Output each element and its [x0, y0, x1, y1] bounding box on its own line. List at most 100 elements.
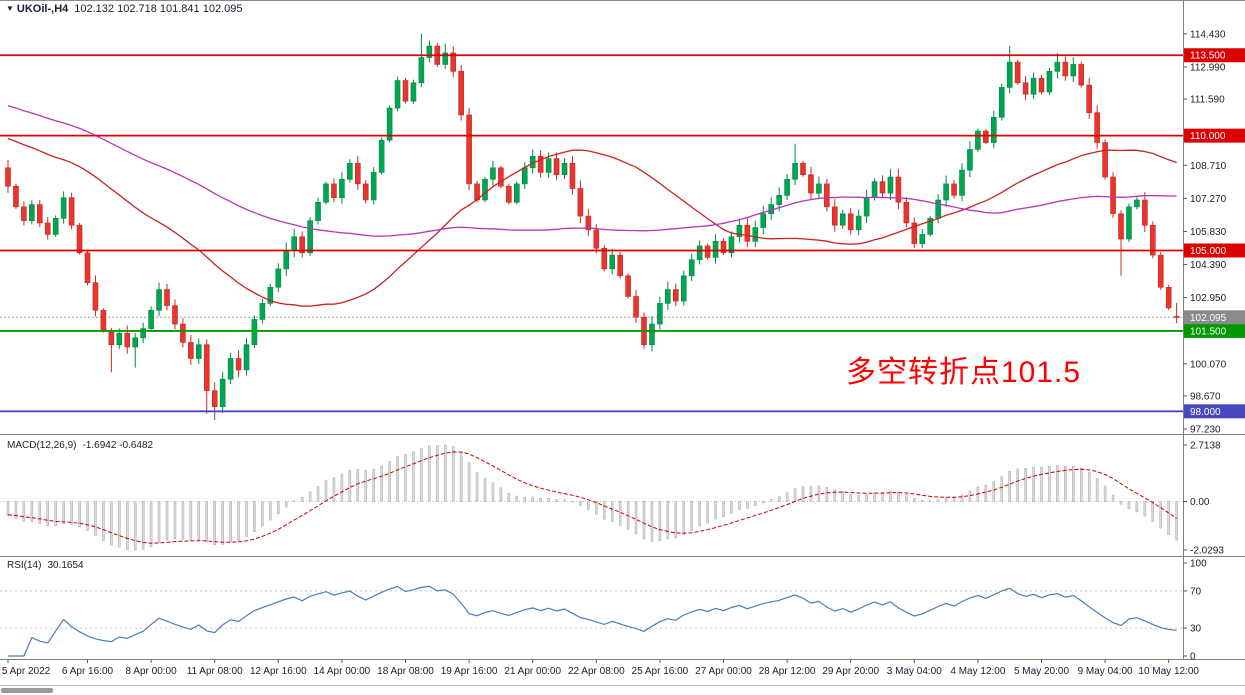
candle-body	[402, 80, 409, 102]
candle-body	[196, 344, 202, 359]
candle-body	[712, 241, 719, 258]
time-axis-label: 25 Apr 16:00	[632, 666, 689, 677]
macd-axis[interactable]: 2.7138 0.00 -2.0293	[1183, 441, 1224, 557]
candle-body	[792, 162, 798, 180]
candle-body	[887, 176, 894, 194]
candle-body	[315, 201, 321, 221]
price-badge	[1184, 48, 1245, 63]
candle-body	[394, 80, 401, 109]
candle-body	[243, 344, 250, 371]
candle-body	[537, 156, 544, 173]
candle-body	[490, 167, 496, 180]
candle-body	[871, 181, 878, 198]
macd-histogram	[6, 444, 1178, 551]
candle-body	[21, 206, 27, 221]
candle-body	[688, 259, 695, 277]
candle-body	[824, 183, 830, 208]
time-axis-label: 5 Apr 2022	[2, 666, 51, 677]
time-axis-label: 19 Apr 16:00	[441, 666, 498, 677]
candle-body	[577, 188, 584, 217]
price-badge-label: 105.000	[1190, 246, 1227, 257]
candle-body	[951, 183, 957, 196]
time-axis-label: 18 Apr 08:00	[377, 666, 434, 677]
candle-body	[633, 296, 639, 318]
collapse-chart-icon[interactable]: ▼	[6, 4, 14, 13]
scrollbar-thumb[interactable]	[1, 688, 53, 693]
price-badge-label: 102.095	[1190, 313, 1227, 324]
price-badge	[1184, 404, 1245, 419]
candle-body	[211, 390, 218, 408]
candles-layer[interactable]	[5, 33, 1180, 421]
candle-body	[800, 162, 806, 176]
candle-body	[680, 275, 687, 302]
candle-body	[68, 197, 75, 226]
candle-body	[1094, 112, 1100, 143]
rsi-axis-label: 0	[1190, 652, 1196, 663]
price-badge-label: 98.000	[1190, 407, 1221, 418]
time-axis-label: 28 Apr 12:00	[759, 666, 816, 677]
price-axis-label: 105.830	[1190, 227, 1227, 238]
candle-body	[1054, 61, 1061, 72]
candle-body	[267, 286, 274, 304]
time-axis-label: 14 Apr 00:00	[314, 666, 371, 677]
price-axis[interactable]: 114.430 112.990 111.590 108.710 107.270 105.8…	[1183, 29, 1245, 436]
time-axis[interactable]: 5 Apr 2022 6 Apr 16:00 8 Apr 00:00 11 Apr 0…	[2, 660, 1200, 677]
macd-axis-label: 0.00	[1190, 497, 1210, 508]
candle-body	[704, 245, 711, 258]
ma-slow-line[interactable]	[7, 104, 1177, 237]
price-badge-label: 113.500	[1190, 51, 1226, 62]
candle-body	[180, 323, 186, 343]
candle-body	[967, 149, 973, 171]
candle-body	[903, 201, 910, 224]
price-axis-label: 108.710	[1190, 161, 1227, 172]
time-axis-label: 12 Apr 16:00	[250, 666, 307, 677]
candle-body	[1110, 176, 1116, 215]
candle-body	[140, 328, 146, 339]
candle-body	[855, 215, 862, 231]
rsi-line	[8, 585, 1177, 657]
candle-body	[1030, 77, 1037, 95]
macd-axis-label: -2.0293	[1190, 546, 1224, 557]
price-axis-label: 107.270	[1190, 194, 1227, 205]
candle-body	[983, 130, 989, 143]
candle-body	[1038, 77, 1045, 93]
candle-body	[307, 220, 313, 254]
candle-body	[585, 215, 592, 231]
candle-body	[919, 234, 926, 244]
candle-body	[720, 241, 727, 254]
candle-body	[998, 87, 1005, 118]
candle-body	[426, 45, 433, 58]
rsi-axis-label: 100	[1190, 559, 1207, 570]
price-badge	[1184, 128, 1245, 143]
candle-body	[323, 183, 329, 203]
price-axis-label: 114.430	[1190, 29, 1226, 40]
candle-body	[251, 319, 258, 346]
candle-body	[831, 206, 838, 226]
candle-body	[736, 224, 743, 238]
ma-fast-line[interactable]	[7, 137, 1177, 307]
rsi-axis-label: 70	[1190, 586, 1202, 597]
time-axis-label: 9 May 04:00	[1078, 666, 1133, 677]
price-axis-label: 98.670	[1190, 391, 1221, 402]
price-axis-label: 100.070	[1190, 359, 1227, 370]
annotation-text[interactable]: 多空转折点101.5	[846, 356, 1082, 389]
candle-body	[569, 162, 576, 189]
candle-body	[776, 195, 782, 205]
candle-body	[609, 254, 616, 270]
candle-body	[752, 227, 759, 242]
candle-body	[84, 252, 91, 283]
candle-body	[124, 332, 131, 348]
candle-body	[458, 71, 464, 116]
candle-body	[100, 309, 107, 332]
candle-body	[1126, 206, 1132, 240]
price-axis-label: 102.950	[1190, 293, 1227, 304]
candle-body	[863, 197, 870, 217]
candle-body	[1157, 254, 1164, 288]
candle-body	[1022, 82, 1029, 95]
candle-body	[450, 52, 457, 72]
rsi-axis[interactable]: 100 70 30 0	[1183, 559, 1207, 663]
candle-body	[347, 162, 353, 180]
candle-body	[354, 162, 361, 185]
